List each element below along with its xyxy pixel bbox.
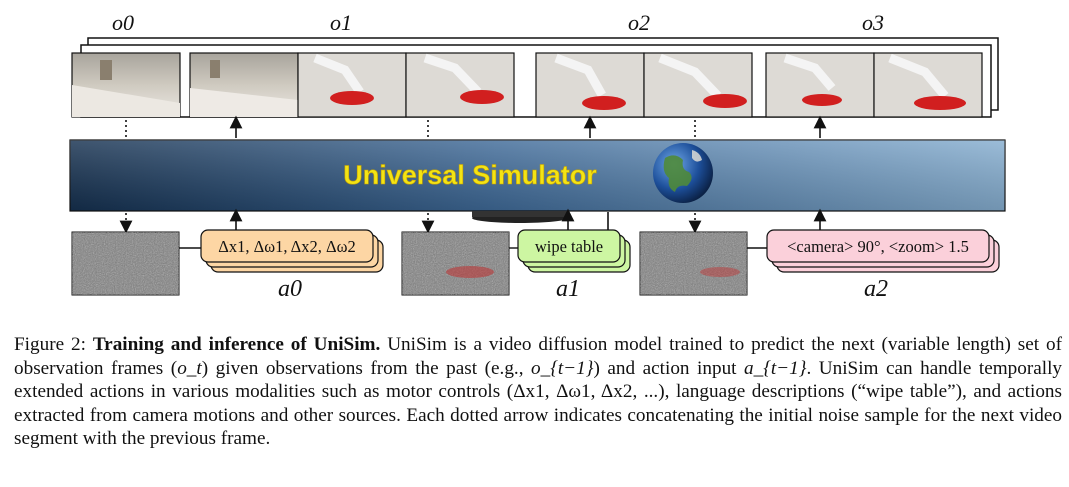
arrows bbox=[119, 115, 827, 234]
frame-thumb bbox=[189, 52, 299, 118]
noise-samples bbox=[71, 231, 748, 296]
disc-stand-icon bbox=[472, 211, 568, 223]
caption-math: o_t bbox=[177, 357, 202, 379]
frame-label-o1: o1 bbox=[330, 10, 352, 35]
caption-text: ) and action input bbox=[593, 357, 745, 379]
frame-thumb bbox=[71, 52, 181, 118]
action-box-camera: <camera> 90°, <zoom> 1.5 bbox=[766, 229, 1000, 273]
caption-math: o_{t−1} bbox=[531, 357, 594, 379]
noise-sample bbox=[639, 231, 748, 296]
unisim-figure: o0 o1 o2 o3 bbox=[69, 10, 1006, 302]
frame-label-o3: o3 bbox=[862, 10, 884, 35]
frame-label-o2: o2 bbox=[628, 10, 650, 35]
frame-label-o0: o0 bbox=[112, 10, 134, 35]
caption-text: ), language descriptions (“wipe table”),… bbox=[14, 381, 1062, 450]
frame-thumb bbox=[405, 52, 515, 118]
action-label-a2: a2 bbox=[864, 276, 888, 302]
noise-sample bbox=[71, 231, 180, 296]
action-box-motor: Δx1, Δω1, Δx2, Δω2 bbox=[200, 229, 384, 273]
action-label-a1: a1 bbox=[556, 276, 580, 302]
frame-thumb bbox=[535, 52, 645, 118]
caption-math: Δx1, Δω1, Δx2, ... bbox=[513, 381, 659, 403]
figure-caption: Figure 2: Training and inference of UniS… bbox=[14, 333, 1062, 451]
camera-action-text: <camera> 90°, <zoom> 1.5 bbox=[787, 237, 969, 256]
caption-title: Training and inference of UniSim. bbox=[92, 334, 381, 355]
caption-math: a_{t−1} bbox=[744, 357, 807, 379]
caption-text: ) given observations from the past (e.g.… bbox=[201, 357, 532, 379]
action-label-a0: a0 bbox=[278, 276, 302, 302]
caption-text: UniSim is a video diffusion model traine… bbox=[14, 334, 1062, 379]
caption-label: Figure 2: bbox=[14, 334, 86, 355]
simulator-title: Universal Simulator bbox=[343, 160, 597, 190]
frame-thumb bbox=[297, 52, 407, 118]
noise-sample bbox=[401, 231, 510, 296]
motor-action-text: Δx1, Δω1, Δx2, Δω2 bbox=[218, 237, 356, 256]
frame-thumb bbox=[765, 52, 875, 118]
caption-text: . UniSim can handle temporally extended … bbox=[14, 357, 1062, 403]
frame-thumb bbox=[643, 52, 753, 118]
observation-frames bbox=[71, 52, 983, 118]
globe-icon bbox=[653, 143, 713, 203]
action-box-language: wipe table bbox=[517, 229, 631, 273]
language-action-text: wipe table bbox=[535, 237, 603, 256]
universal-simulator-block: Universal Simulator bbox=[69, 139, 1006, 223]
frame-thumb bbox=[873, 52, 983, 118]
